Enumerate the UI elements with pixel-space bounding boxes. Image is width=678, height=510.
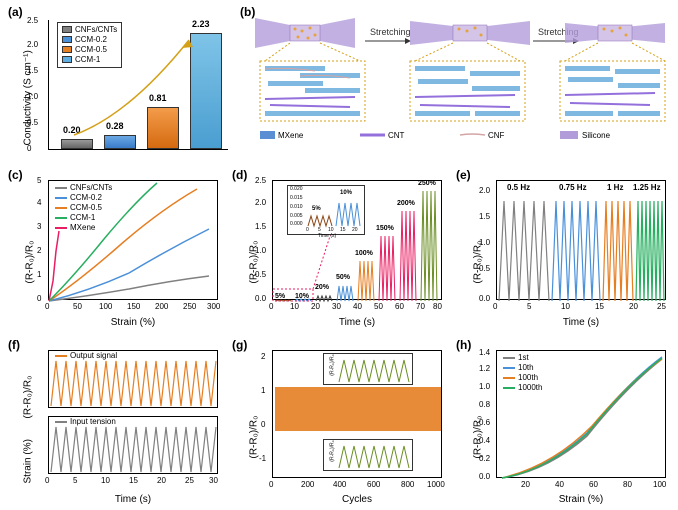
panel-f-label: (f) (8, 338, 20, 352)
panel-e-waves (497, 181, 667, 301)
panel-g-inset-bottom: (R-R₀)/R₀ (323, 439, 413, 471)
panel-d-inset: 5% 10% 0.020 0.015 0.010 0.005 0.000 0 5… (287, 185, 365, 235)
panel-d-label: (d) (232, 168, 247, 182)
panel-f-bottom-ylabel: Strain (%) (23, 414, 34, 484)
panel-b-schematic: Stretching Stretching (250, 13, 670, 143)
panel-g-xlabel: Cycles (272, 494, 442, 505)
panel-g-label: (g) (232, 338, 247, 352)
panel-d-plot: 0.0 0.5 1.0 1.5 2.0 2.5 0 10 20 30 40 50… (272, 180, 442, 300)
panel-h-xlabel: Strain (%) (496, 494, 666, 505)
panel-a-label: (a) (8, 5, 23, 19)
panel-h-label: (h) (456, 338, 471, 352)
panel-h-legend: 1st 10th 100th 1000th (503, 353, 542, 393)
svg-text:CNF: CNF (488, 131, 505, 140)
panel-e-plot: 0.0 0.5 1.0 1.5 2.0 0 5 10 15 20 25 0.5 … (496, 180, 666, 300)
stretch-label-1: Stretching (370, 27, 411, 37)
svg-text:MXene: MXene (278, 131, 304, 140)
panel-a: (a) Conductivity (S cm⁻¹) 0 0.5 1.0 1.5 … (8, 5, 233, 160)
panel-a-plot: 0 0.5 1.0 1.5 2.0 2.5 0.20 0.28 0.81 2.2… (48, 20, 228, 150)
svg-text:CNT: CNT (388, 131, 405, 140)
panel-g-inset-top: (R-R₀)/R₀ (323, 353, 413, 385)
panel-b: (b) Stretching Stretching (240, 5, 670, 160)
panel-g: (g) (R-R₀)/R₀ Cycles -1 0 1 2 0 200 400 … (232, 338, 447, 503)
panel-e-label: (e) (456, 168, 471, 182)
panel-h-plot: 0.0 0.2 0.4 0.6 0.8 1.0 1.2 1.4 20 40 60… (496, 350, 666, 478)
panel-e: (e) (R-R₀)/R₀ Time (s) 0.0 0.5 1.0 1.5 2… (456, 168, 671, 326)
panel-e-xlabel: Time (s) (496, 317, 666, 328)
panel-f-top-plot: Output signal (48, 350, 218, 408)
panel-g-ylabel: (R-R₀)/R₀ (249, 379, 260, 459)
svg-text:Silicone: Silicone (582, 131, 611, 140)
panel-c-ylabel: (R-R₀)/R₀ (25, 204, 36, 284)
panel-h: (h) (R-R₀)/R₀ Strain (%) 0.0 0.2 0.4 0.6… (456, 338, 671, 503)
panel-f-xlabel: Time (s) (48, 494, 218, 505)
panel-c-plot: 0 1 2 3 4 5 0 50 100 150 200 250 300 CNF… (48, 180, 218, 300)
panel-d: (d) (R-R₀)/R₀ Time (s) 0.0 0.5 1.0 1.5 2… (232, 168, 447, 326)
panel-c-xlabel: Strain (%) (48, 317, 218, 328)
panel-c-label: (c) (8, 168, 23, 182)
panel-f: (f) (R-R₀)/R₀ Strain (%) Time (s) Output… (8, 338, 223, 503)
panel-f-bottom-plot: Input tension 0 5 10 15 20 25 30 (48, 416, 218, 474)
panel-d-xlabel: Time (s) (272, 317, 442, 328)
panel-a-legend: CNFs/CNTs CCM-0.2 CCM-0.5 CCM-1 (57, 22, 122, 68)
panel-g-plot: -1 0 1 2 0 200 400 600 800 1000 (R-R₀)/R… (272, 350, 442, 478)
panel-c-legend: CNFs/CNTs CCM-0.2 CCM-0.5 CCM-1 MXene (55, 183, 112, 233)
panel-f-top-ylabel: (R-R₀)/R₀ (23, 349, 34, 419)
panel-c: (c) (R-R₀)/R₀ Strain (%) 0 1 2 3 4 5 0 5… (8, 168, 223, 326)
